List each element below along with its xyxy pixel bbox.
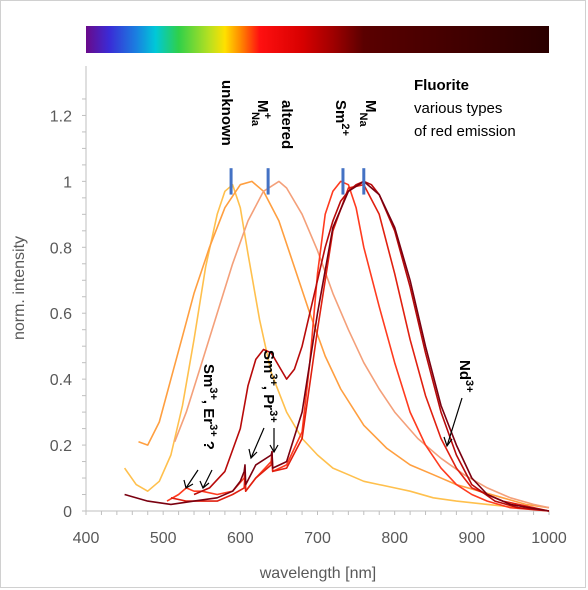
label-sm3-er3-end: ? xyxy=(200,437,217,450)
label-sm3-er3-main: Sm xyxy=(200,364,217,387)
svg-text:Nd3+: Nd3+ xyxy=(456,360,475,393)
arrow-sm3-pr3-a xyxy=(250,427,265,459)
y-tick-label: 0 xyxy=(63,504,72,521)
y-tick-label: 0.2 xyxy=(50,438,72,455)
series-line-5 xyxy=(170,183,550,512)
label-sm3-er3-sup1: 3+ xyxy=(207,387,219,400)
y-tick-label: 0.4 xyxy=(50,372,72,389)
svg-text:Sm3+, Er3+ ?: Sm3+, Er3+ ? xyxy=(200,364,219,450)
y-axis-title: norm. intensity xyxy=(11,236,28,340)
arrow-sm3-pr3-a-head xyxy=(248,448,258,460)
arrow-nd3 xyxy=(446,397,463,447)
y-tick-label: 0.8 xyxy=(50,240,72,257)
chart-subtitle-line-2: of red emission xyxy=(414,123,516,140)
series-lines xyxy=(123,180,550,512)
label-sm2: Sm2+ xyxy=(332,100,351,136)
spectrum-color-bar xyxy=(86,26,549,53)
label-m-na: MNa xyxy=(357,100,379,127)
label-m-na-plus-sub: Na xyxy=(249,112,261,127)
label-m-na-plus: M+Na xyxy=(249,100,273,127)
arrow-sm3-er3-a-head xyxy=(183,479,194,489)
label-nd3-main: Nd xyxy=(456,360,473,380)
arrow-sm3-er3-b xyxy=(202,469,213,489)
annotation-arrows xyxy=(183,397,463,489)
arrow-nd3-head xyxy=(443,436,453,448)
label-altered: altered xyxy=(278,100,295,149)
label-m-na-sub: Na xyxy=(357,113,369,128)
x-tick-label: 700 xyxy=(304,530,331,547)
x-tick-label: 1000 xyxy=(531,530,567,547)
svg-text:M+Na: M+Na xyxy=(249,100,273,127)
x-tick-labels: 400 500 600 700 800 900 1000 xyxy=(73,530,567,547)
label-sm3-pr3-sup2: 3+ xyxy=(267,410,279,423)
label-unknown: unknown xyxy=(218,80,235,146)
y-tick-label: 1.2 xyxy=(50,108,72,125)
series-line-7 xyxy=(124,180,550,512)
y-tick-label: 0.6 xyxy=(50,306,72,323)
label-sm3-pr3-mid: , Pr xyxy=(260,386,277,410)
x-tick-label: 800 xyxy=(381,530,408,547)
y-tick-label: 1 xyxy=(63,174,72,191)
svg-text:Sm3+, Pr3+: Sm3+, Pr3+ xyxy=(260,350,279,423)
label-nd3: Nd3+ xyxy=(456,360,475,393)
x-tick-label: 900 xyxy=(458,530,485,547)
arrow-sm3-er3-b-head xyxy=(199,480,210,489)
label-sm3-er3: Sm3+, Er3+ ? xyxy=(200,364,219,450)
label-sm3-pr3: Sm3+, Pr3+ xyxy=(260,350,279,423)
chart-title: Fluorite xyxy=(414,77,469,94)
label-sm3-er3-mid: , Er xyxy=(200,400,217,424)
series-line-2 xyxy=(138,180,550,509)
series-line-3 xyxy=(173,180,550,509)
arrow-sm3-er3-a xyxy=(185,469,199,489)
label-sm2-main: Sm xyxy=(332,100,349,123)
label-sm3-pr3-sup1: 3+ xyxy=(267,373,279,386)
chart-subtitle-line-1: various types xyxy=(414,100,502,117)
series-line-6 xyxy=(193,180,550,512)
arrow-sm3-pr3-b-head xyxy=(269,444,279,454)
label-m-na-plus-main: M xyxy=(254,100,271,113)
label-sm3-pr3-main: Sm xyxy=(260,350,277,373)
label-m-na-plus-sup: + xyxy=(261,113,273,119)
series-line-4 xyxy=(166,180,550,512)
x-tick-label: 600 xyxy=(227,530,254,547)
label-m-na-main: M xyxy=(362,100,379,113)
label-sm3-er3-sup2: 3+ xyxy=(207,424,219,437)
svg-text:Sm2+: Sm2+ xyxy=(332,100,351,136)
svg-text:MNa: MNa xyxy=(357,100,379,127)
y-tick-labels: 0 0.2 0.4 0.6 0.8 1 1.2 xyxy=(50,108,72,521)
x-axis-title: wavelength [nm] xyxy=(259,565,377,582)
label-nd3-sup: 3+ xyxy=(463,380,475,393)
label-sm2-sup: 2+ xyxy=(339,123,351,136)
series-line-1 xyxy=(123,183,550,512)
peak-markers xyxy=(229,168,366,195)
x-tick-label: 500 xyxy=(150,530,177,547)
x-tick-label: 400 xyxy=(73,530,100,547)
minor-ticks xyxy=(82,98,550,515)
